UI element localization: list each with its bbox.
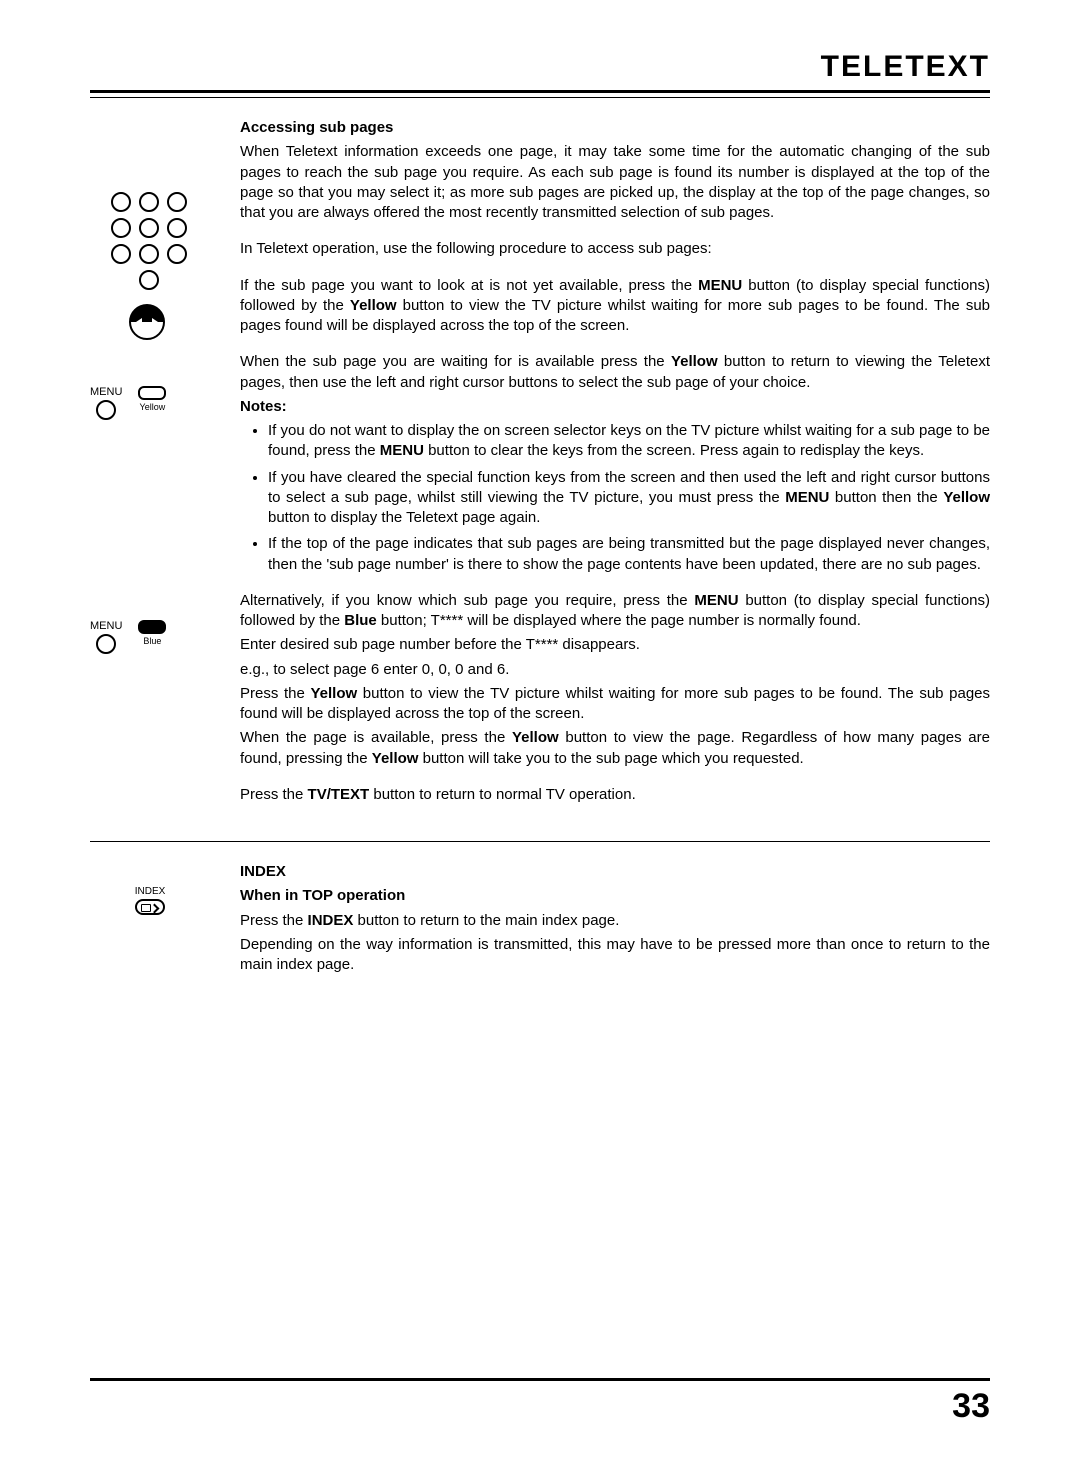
body-text: Enter desired sub page number before the… [240, 635, 990, 655]
menu-label-2: MENU [90, 620, 122, 632]
yellow-label: Yellow [140, 402, 166, 412]
notes-list: If you do not want to display the on scr… [240, 421, 990, 575]
body-text: Press the TV/TEXT button to return to no… [240, 785, 990, 805]
icon-column: MENU Yellow MENU Blue [90, 118, 240, 821]
index-icon: INDEX [120, 886, 180, 915]
body-text: When Teletext information exceeds one pa… [240, 142, 990, 223]
text-column-2: INDEX When in TOP operation Press the IN… [240, 862, 990, 991]
body-text: e.g., to select page 6 enter 0, 0, 0 and… [240, 660, 990, 680]
body-text: Press the INDEX button to return to the … [240, 911, 990, 931]
note-item: If you do not want to display the on scr… [268, 421, 990, 462]
body-text: In Teletext operation, use the following… [240, 239, 990, 259]
body-text: When the page is available, press the Ye… [240, 728, 990, 769]
blue-button-icon [138, 620, 166, 634]
body-text: Press the Yellow button to view the TV p… [240, 684, 990, 725]
body-text: If the sub page you want to look at is n… [240, 276, 990, 337]
text-column: Accessing sub pages When Teletext inform… [240, 118, 990, 821]
page-title: TELETEXT [90, 50, 990, 90]
menu-label: MENU [90, 386, 122, 398]
note-item: If the top of the page indicates that su… [268, 534, 990, 575]
rule-thin [90, 841, 990, 842]
yellow-button-icon [138, 386, 166, 400]
menu-blue-icon: MENU Blue [90, 620, 240, 654]
index-label: INDEX [120, 886, 180, 897]
icon-column-2: INDEX [90, 862, 240, 991]
footer: 33 [90, 1378, 990, 1426]
section-heading: INDEX [240, 862, 990, 882]
section-heading: Accessing sub pages [240, 118, 990, 138]
notes-heading: Notes: [240, 397, 990, 417]
body-text: When the sub page you are waiting for is… [240, 352, 990, 393]
keypad-icon [104, 192, 240, 290]
note-item: If you have cleared the special function… [268, 468, 990, 529]
navpad-icon [124, 302, 240, 342]
menu-yellow-icon: MENU Yellow [90, 386, 240, 420]
body-text: Depending on the way information is tran… [240, 935, 990, 976]
sub-heading: When in TOP operation [240, 886, 990, 906]
body-text: Alternatively, if you know which sub pag… [240, 591, 990, 632]
blue-label: Blue [143, 636, 161, 646]
rule-thick [90, 1378, 990, 1381]
page-number: 33 [90, 1387, 990, 1426]
rule-thick [90, 90, 990, 93]
rule-thin [90, 97, 990, 98]
